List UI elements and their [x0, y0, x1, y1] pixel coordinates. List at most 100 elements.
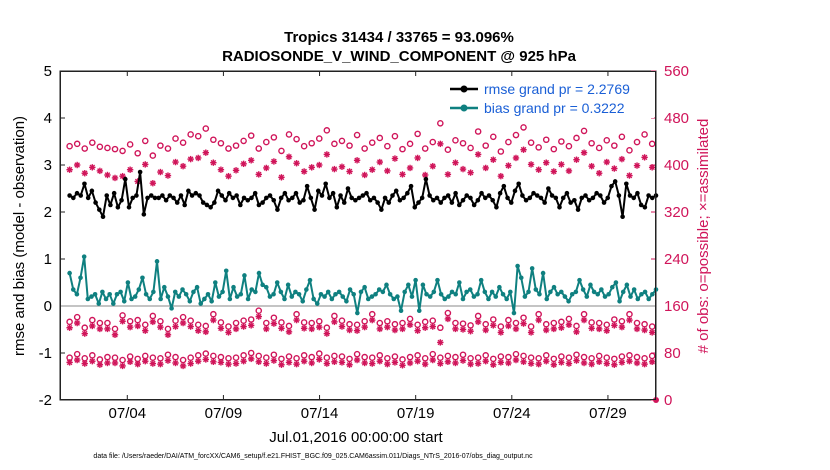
- y-axis-right-label: # of obs: o=possible; ×=assimilated: [695, 119, 712, 354]
- rmse-point: [505, 195, 510, 201]
- asterisk-stroke: [535, 317, 542, 323]
- obs-possible-marker: [149, 312, 157, 320]
- bias-point: [504, 296, 509, 302]
- bias-point: [449, 289, 455, 295]
- obs-possible-marker: [73, 350, 81, 358]
- obs-possible-marker: [270, 134, 278, 141]
- bias-point: [96, 301, 102, 306]
- legend-rmse-label: rmse grand pr = 2.2769: [484, 81, 630, 97]
- obs-assimilated-marker: [641, 360, 648, 368]
- y-right-tick-label: 400: [664, 157, 689, 174]
- obs-possible-marker: [255, 352, 263, 360]
- obs-assimilated-marker: [527, 329, 535, 336]
- asterisk-stroke: [543, 358, 550, 365]
- asterisk-stroke: [558, 324, 565, 331]
- obs-possible-marker: [368, 354, 376, 362]
- rmse-point: [598, 193, 603, 198]
- obs-assimilated-marker: [247, 157, 255, 164]
- rmse-point: [264, 195, 269, 201]
- y-tick-label: 3: [44, 157, 52, 174]
- bias-point: [78, 275, 83, 281]
- obs-assimilated-marker: [467, 328, 474, 335]
- asterisk-stroke: [588, 361, 595, 367]
- bias-point: [293, 289, 298, 295]
- rmse-point: [256, 202, 262, 208]
- bias-point: [559, 289, 564, 295]
- obs-assimilated-marker: [399, 325, 406, 333]
- rmse-point: [349, 195, 354, 201]
- rmse-point: [208, 205, 213, 210]
- bias-point: [271, 291, 276, 297]
- rmse-point: [301, 197, 306, 203]
- obs-assimilated-marker: [588, 162, 595, 170]
- obs-assimilated-marker: [369, 316, 376, 324]
- bias-point: [431, 289, 437, 295]
- asterisk-stroke: [89, 164, 96, 171]
- rmse-point: [338, 193, 343, 198]
- obs-possible-marker: [240, 352, 247, 359]
- obs-assimilated-marker: [369, 360, 376, 367]
- rmse-point: [312, 207, 317, 212]
- asterisk-stroke: [377, 326, 383, 332]
- obs-possible-marker: [550, 355, 558, 363]
- obs-assimilated-marker: [588, 325, 595, 332]
- bias-point: [620, 289, 626, 295]
- obs-possible-marker: [315, 350, 323, 357]
- obs-assimilated-marker: [247, 355, 255, 363]
- obs-possible-marker: [179, 139, 187, 146]
- obs-possible-marker: [315, 135, 323, 142]
- bias-point: [602, 294, 608, 299]
- obs-assimilated-marker: [626, 172, 633, 179]
- obs-possible-marker: [119, 356, 126, 364]
- rmse-point: [624, 181, 629, 187]
- obs-possible-marker: [300, 142, 308, 150]
- bias-point: [500, 291, 506, 297]
- obs-possible-marker: [542, 136, 550, 144]
- bias-point: [413, 277, 418, 283]
- rmse-point: [200, 200, 206, 205]
- obs-possible-marker: [202, 322, 210, 330]
- obs-possible-marker: [278, 319, 285, 326]
- rmse-point: [137, 169, 143, 175]
- rmse-point: [379, 207, 384, 212]
- asterisk-stroke: [611, 361, 618, 368]
- rmse-point: [189, 193, 195, 198]
- legend: rmse grand pr = 2.2769 bias grand pr = 0…: [444, 78, 654, 118]
- bias-point: [639, 291, 644, 297]
- obs-assimilated-marker: [361, 359, 368, 367]
- rmse-point: [156, 195, 161, 201]
- rmse-point: [345, 186, 351, 191]
- asterisk-stroke: [649, 359, 655, 365]
- obs-assimilated-marker: [376, 358, 383, 365]
- rmse-point: [605, 195, 611, 201]
- asterisk-stroke: [97, 168, 103, 174]
- obs-possible-marker: [565, 354, 573, 362]
- obs-assimilated-marker: [437, 360, 444, 367]
- obs-assimilated-marker: [497, 172, 505, 180]
- obs-assimilated-marker: [247, 322, 255, 329]
- asterisk-stroke: [202, 329, 209, 335]
- rmse-point: [583, 193, 588, 198]
- obs-assimilated-marker: [414, 154, 421, 162]
- bias-point: [114, 291, 120, 297]
- rmse-point: [397, 197, 403, 203]
- asterisk-stroke: [498, 173, 504, 179]
- obs-assimilated-marker: [225, 329, 232, 336]
- bias-point: [369, 294, 375, 299]
- bias-point: [493, 294, 499, 299]
- obs-possible-marker: [444, 146, 452, 154]
- rmse-point: [271, 197, 277, 203]
- asterisk-stroke: [187, 156, 194, 162]
- obs-assimilated-marker: [626, 358, 633, 365]
- asterisk-stroke: [165, 357, 171, 364]
- obs-possible-marker: [368, 310, 376, 318]
- obs-possible-marker: [437, 324, 444, 332]
- bias-point: [384, 282, 389, 288]
- obs-assimilated-marker: [573, 156, 580, 163]
- bias-point: [573, 289, 579, 295]
- asterisk-stroke: [482, 327, 489, 333]
- asterisk-stroke: [505, 323, 512, 329]
- y-tick-label: 2: [44, 204, 52, 221]
- obs-possible-marker: [172, 353, 179, 361]
